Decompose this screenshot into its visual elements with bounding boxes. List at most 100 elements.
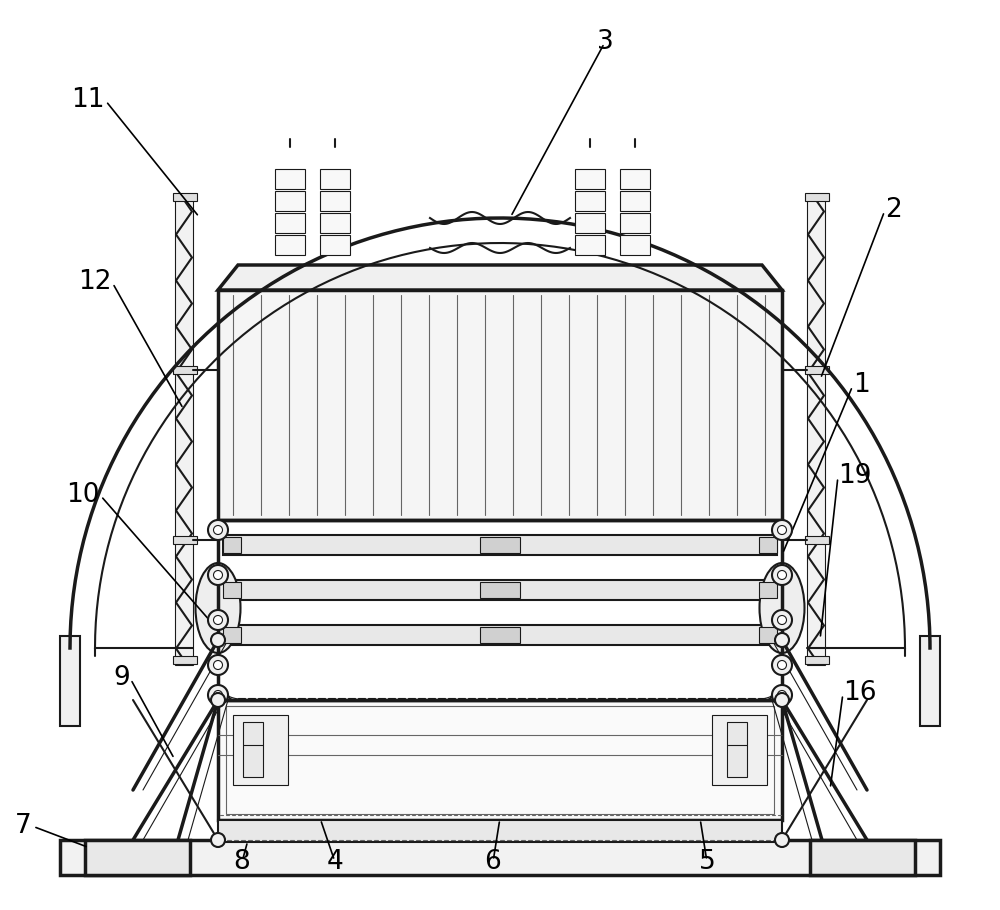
Circle shape <box>208 520 228 540</box>
Circle shape <box>772 655 792 675</box>
Bar <box>628 698 635 706</box>
Circle shape <box>775 693 789 707</box>
Bar <box>398 698 405 706</box>
Bar <box>805 366 829 374</box>
Bar <box>233 715 288 785</box>
Circle shape <box>211 833 225 847</box>
Ellipse shape <box>196 563 240 653</box>
Bar <box>275 213 305 233</box>
Bar <box>805 193 829 201</box>
Bar <box>478 698 485 706</box>
Bar <box>528 698 535 706</box>
Bar <box>638 698 645 706</box>
Bar <box>278 698 285 706</box>
Bar <box>223 580 777 600</box>
Bar <box>223 537 241 553</box>
Bar <box>538 698 545 706</box>
Text: 9: 9 <box>113 665 130 691</box>
Bar <box>223 627 241 643</box>
Circle shape <box>778 661 786 670</box>
Bar <box>618 698 625 706</box>
Bar <box>173 366 197 374</box>
Bar <box>588 698 595 706</box>
Bar <box>805 656 829 664</box>
Bar <box>920 636 940 726</box>
Bar <box>85 840 190 875</box>
Text: 2: 2 <box>885 197 902 223</box>
Bar <box>218 520 782 700</box>
Bar <box>378 698 385 706</box>
Bar <box>712 715 767 785</box>
Bar <box>575 235 605 255</box>
Circle shape <box>211 693 225 707</box>
Bar <box>388 698 395 706</box>
Bar <box>248 698 255 706</box>
Bar <box>218 820 782 842</box>
Circle shape <box>208 610 228 630</box>
Ellipse shape <box>760 563 804 653</box>
Bar <box>518 698 525 706</box>
Bar <box>275 191 305 211</box>
Bar <box>480 537 520 553</box>
Circle shape <box>772 565 792 585</box>
Text: 11: 11 <box>72 87 105 113</box>
Bar <box>807 195 825 665</box>
Bar <box>488 698 495 706</box>
Circle shape <box>214 661 222 670</box>
Bar <box>226 706 774 814</box>
Bar <box>173 536 197 544</box>
Bar <box>268 698 275 706</box>
Bar <box>548 698 555 706</box>
Bar <box>620 169 650 189</box>
Bar <box>759 582 777 598</box>
Bar <box>558 698 565 706</box>
Circle shape <box>778 615 786 624</box>
Circle shape <box>772 610 792 630</box>
Bar <box>620 213 650 233</box>
Circle shape <box>778 571 786 580</box>
Circle shape <box>208 565 228 585</box>
Bar <box>598 698 605 706</box>
Bar <box>258 698 265 706</box>
Bar <box>620 191 650 211</box>
Bar <box>759 537 777 553</box>
Polygon shape <box>218 265 782 290</box>
Bar <box>223 625 777 645</box>
Bar <box>698 698 705 706</box>
Bar <box>275 169 305 189</box>
Bar <box>575 191 605 211</box>
Circle shape <box>214 615 222 624</box>
Circle shape <box>214 525 222 534</box>
Text: 16: 16 <box>843 680 876 706</box>
Bar <box>678 698 685 706</box>
Bar <box>275 235 305 255</box>
Bar <box>448 698 455 706</box>
Bar <box>223 582 241 598</box>
Bar <box>173 193 197 201</box>
Text: 6: 6 <box>485 849 501 875</box>
Bar <box>238 698 245 706</box>
Bar <box>320 169 350 189</box>
Bar <box>438 698 445 706</box>
Bar <box>668 698 675 706</box>
Text: 5: 5 <box>699 849 715 875</box>
Circle shape <box>775 633 789 647</box>
Bar <box>328 698 335 706</box>
Bar <box>288 698 295 706</box>
Bar <box>308 698 315 706</box>
Bar <box>468 698 475 706</box>
Bar <box>60 840 940 875</box>
Bar <box>320 191 350 211</box>
Bar <box>498 698 505 706</box>
Circle shape <box>214 571 222 580</box>
Bar <box>318 698 325 706</box>
Bar <box>575 169 605 189</box>
Circle shape <box>211 633 225 647</box>
Bar <box>320 235 350 255</box>
Text: 12: 12 <box>78 269 112 295</box>
Bar <box>608 698 615 706</box>
Bar <box>620 235 650 255</box>
Bar <box>508 698 515 706</box>
Circle shape <box>775 833 789 847</box>
Bar <box>568 698 575 706</box>
